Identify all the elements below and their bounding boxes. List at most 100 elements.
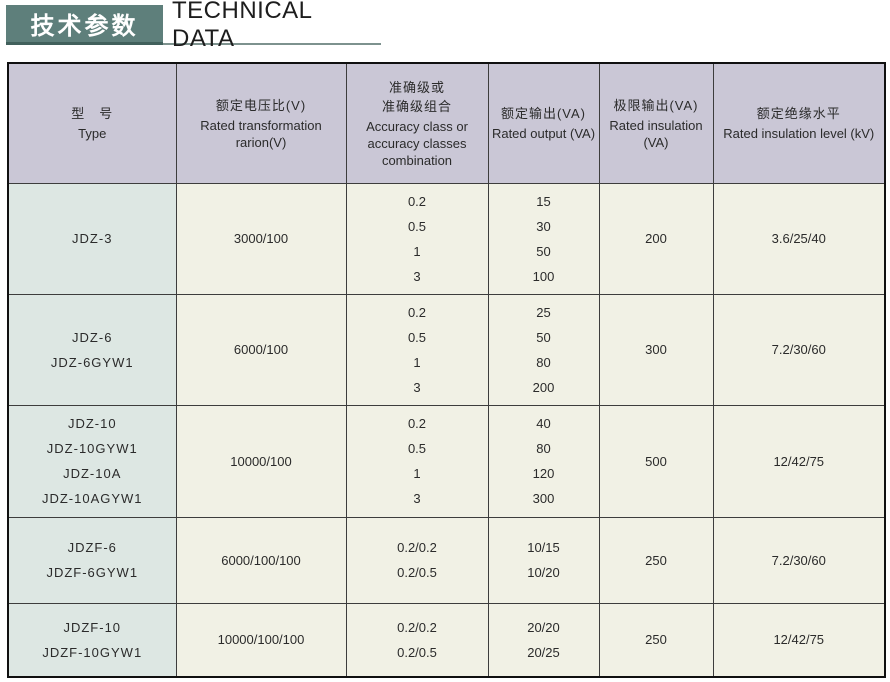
cell-value: 12/42/75 <box>773 632 825 648</box>
column-header-insulation-level: 额定绝缘水平 Rated insulation level (kV) <box>712 62 886 184</box>
section-title-bar: 技术参数 <box>6 5 163 45</box>
rated-output-cell: 25 50 80 200 <box>487 293 600 406</box>
table-row: JDZ-6 JDZ-6GYW1 6000/100 0.2 0.5 1 3 25 50 80 200 3… <box>7 293 886 406</box>
cell-value: 250 <box>645 632 667 648</box>
cell-value: 12/42/75 <box>773 453 825 469</box>
table-row: JDZ-3 3000/100 0.2 0.5 1 3 15 30 50 100 200 3.6/25/… <box>7 182 886 295</box>
cell-value: 0.2/0.5 <box>397 565 437 580</box>
cell-value: 250 <box>645 552 667 568</box>
section-title-en: TECHNICAL DATA <box>172 0 312 52</box>
column-header-en: Accuracy class or accuracy classes combi… <box>366 118 468 168</box>
cell-value: JDZ-10 <box>67 416 117 431</box>
column-header-rated-output: 额定输出(VA) Rated output (VA) <box>487 62 600 184</box>
table-row: JDZF-6 JDZF-6GYW1 6000/100/100 0.2/0.2 0.2/0… <box>7 516 886 604</box>
cell-value: 200 <box>532 379 555 395</box>
voltage-ratio-cell: 10000/100/100 <box>175 602 347 678</box>
table-header-row: 型 号 Type 额定电压比(V) Rated transformation r… <box>7 62 886 184</box>
rated-output-cell: 15 30 50 100 <box>487 182 600 295</box>
cell-value: 10000/100 <box>230 453 292 469</box>
accuracy-class-cell: 0.2 0.5 1 3 <box>345 293 489 406</box>
cell-value: 300 <box>532 491 555 506</box>
cell-value: JDZF-10GYW1 <box>42 644 143 660</box>
table-row: JDZ-10 JDZ-10GYW1 JDZ-10A JDZ-10AGYW1 10000/… <box>7 404 886 518</box>
column-header-voltage-ratio: 额定电压比(V) Rated transformation rarion(V) <box>175 62 347 184</box>
column-header-zh: 准确级或 准确级组合 <box>381 79 452 114</box>
cell-value: JDZ-10A <box>63 466 122 481</box>
column-header-zh: 额定电压比(V) <box>215 97 307 113</box>
cell-value: 30 <box>536 218 551 234</box>
cell-value: 25 <box>536 304 551 320</box>
insulation-level-cell: 7.2/30/60 <box>712 516 886 604</box>
rated-output-cell: 40 80 120 300 <box>487 404 600 518</box>
cell-value: 0.5 <box>407 441 427 456</box>
type-cell: JDZ-3 <box>7 182 177 295</box>
column-header-en: Type <box>78 126 107 142</box>
section-title-underline: TECHNICAL DATA <box>163 0 381 52</box>
cell-value: 0.2 <box>407 416 427 431</box>
cell-value: 100 <box>532 268 555 284</box>
rated-output-cell: 10/15 10/20 <box>487 516 600 604</box>
cell-value: 0.2/0.2 <box>397 619 437 635</box>
cell-value: JDZ-10GYW1 <box>46 441 138 456</box>
cell-value: 20/20 <box>527 619 560 635</box>
cell-value: JDZ-6 <box>72 329 113 345</box>
limit-output-cell: 250 <box>598 516 714 604</box>
cell-value: 7.2/30/60 <box>771 342 826 357</box>
type-cell: JDZ-6 JDZ-6GYW1 <box>7 293 177 406</box>
cell-value: JDZF-6 <box>67 540 117 555</box>
cell-value: JDZ-6GYW1 <box>50 354 134 370</box>
rated-output-cell: 20/20 20/25 <box>487 602 600 678</box>
limit-output-cell: 300 <box>598 293 714 406</box>
cell-value: 20/25 <box>527 644 560 660</box>
cell-value: 1 <box>413 354 421 370</box>
cell-value: 120 <box>532 466 555 481</box>
cell-value: 80 <box>536 441 551 456</box>
cell-value: 50 <box>536 243 551 259</box>
cell-value: 6000/100 <box>233 342 289 357</box>
column-header-zh: 极限输出(VA) <box>613 97 699 113</box>
limit-output-cell: 500 <box>598 404 714 518</box>
cell-value: 300 <box>645 342 667 357</box>
column-header-limit-output: 极限输出(VA) Rated insulation (VA) <box>598 62 714 184</box>
cell-value: 10/15 <box>527 540 560 555</box>
cell-value: 50 <box>536 329 551 345</box>
cell-value: 3 <box>413 379 421 395</box>
table-body: JDZ-3 3000/100 0.2 0.5 1 3 15 30 50 100 200 3.6/25/… <box>7 182 886 678</box>
voltage-ratio-cell: 10000/100 <box>175 404 347 518</box>
cell-value: 1 <box>413 243 421 259</box>
accuracy-class-cell: 0.2 0.5 1 3 <box>345 404 489 518</box>
column-header-accuracy-class: 准确级或 准确级组合 Accuracy class or accuracy cl… <box>345 62 489 184</box>
column-header-en: Rated output (VA) <box>491 126 596 142</box>
type-cell: JDZF-6 JDZF-6GYW1 <box>7 516 177 604</box>
cell-value: 0.2 <box>407 193 427 209</box>
column-header-en: Rated transformation rarion(V) <box>200 117 322 150</box>
cell-value: 7.2/30/60 <box>771 552 826 568</box>
cell-value: 200 <box>645 231 667 246</box>
technical-data-table: 型 号 Type 额定电压比(V) Rated transformation r… <box>7 62 886 678</box>
cell-value: 0.2 <box>407 304 427 320</box>
cell-value: 3000/100 <box>233 231 289 246</box>
column-header-zh: 型 号 <box>71 106 114 122</box>
insulation-level-cell: 12/42/75 <box>712 602 886 678</box>
type-cell: JDZ-10 JDZ-10GYW1 JDZ-10A JDZ-10AGYW1 <box>7 404 177 518</box>
column-header-en: Rated insulation (VA) <box>609 117 703 150</box>
insulation-level-cell: 12/42/75 <box>712 404 886 518</box>
section-title-zh: 技术参数 <box>30 13 139 40</box>
cell-value: 3 <box>413 268 421 284</box>
cell-value: JDZF-6GYW1 <box>46 565 139 580</box>
cell-value: 15 <box>536 193 551 209</box>
cell-value: JDZ-10AGYW1 <box>41 491 143 506</box>
column-header-type: 型 号 Type <box>7 62 177 184</box>
table-row: JDZF-10 JDZF-10GYW1 10000/100/100 0.2/0.2 0.… <box>7 602 886 678</box>
limit-output-cell: 200 <box>598 182 714 295</box>
insulation-level-cell: 3.6/25/40 <box>712 182 886 295</box>
accuracy-class-cell: 0.2/0.2 0.2/0.5 <box>345 516 489 604</box>
voltage-ratio-cell: 6000/100 <box>175 293 347 406</box>
accuracy-class-cell: 0.2/0.2 0.2/0.5 <box>345 602 489 678</box>
cell-value: 3.6/25/40 <box>771 231 826 246</box>
cell-value: 3 <box>413 491 421 506</box>
cell-value: 10000/100/100 <box>217 632 305 648</box>
insulation-level-cell: 7.2/30/60 <box>712 293 886 406</box>
accuracy-class-cell: 0.2 0.5 1 3 <box>345 182 489 295</box>
column-header-en: Rated insulation level (kV) <box>723 126 875 142</box>
